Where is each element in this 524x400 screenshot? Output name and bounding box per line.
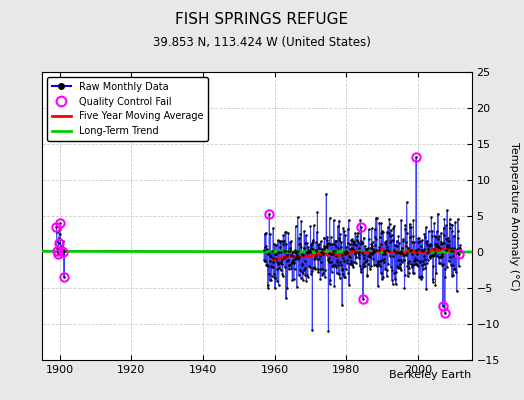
Text: FISH SPRINGS REFUGE: FISH SPRINGS REFUGE <box>176 12 348 27</box>
Legend: Raw Monthly Data, Quality Control Fail, Five Year Moving Average, Long-Term Tren: Raw Monthly Data, Quality Control Fail, … <box>47 77 208 141</box>
Y-axis label: Temperature Anomaly (°C): Temperature Anomaly (°C) <box>509 142 519 290</box>
Text: Berkeley Earth: Berkeley Earth <box>389 370 472 380</box>
Text: 39.853 N, 113.424 W (United States): 39.853 N, 113.424 W (United States) <box>153 36 371 49</box>
